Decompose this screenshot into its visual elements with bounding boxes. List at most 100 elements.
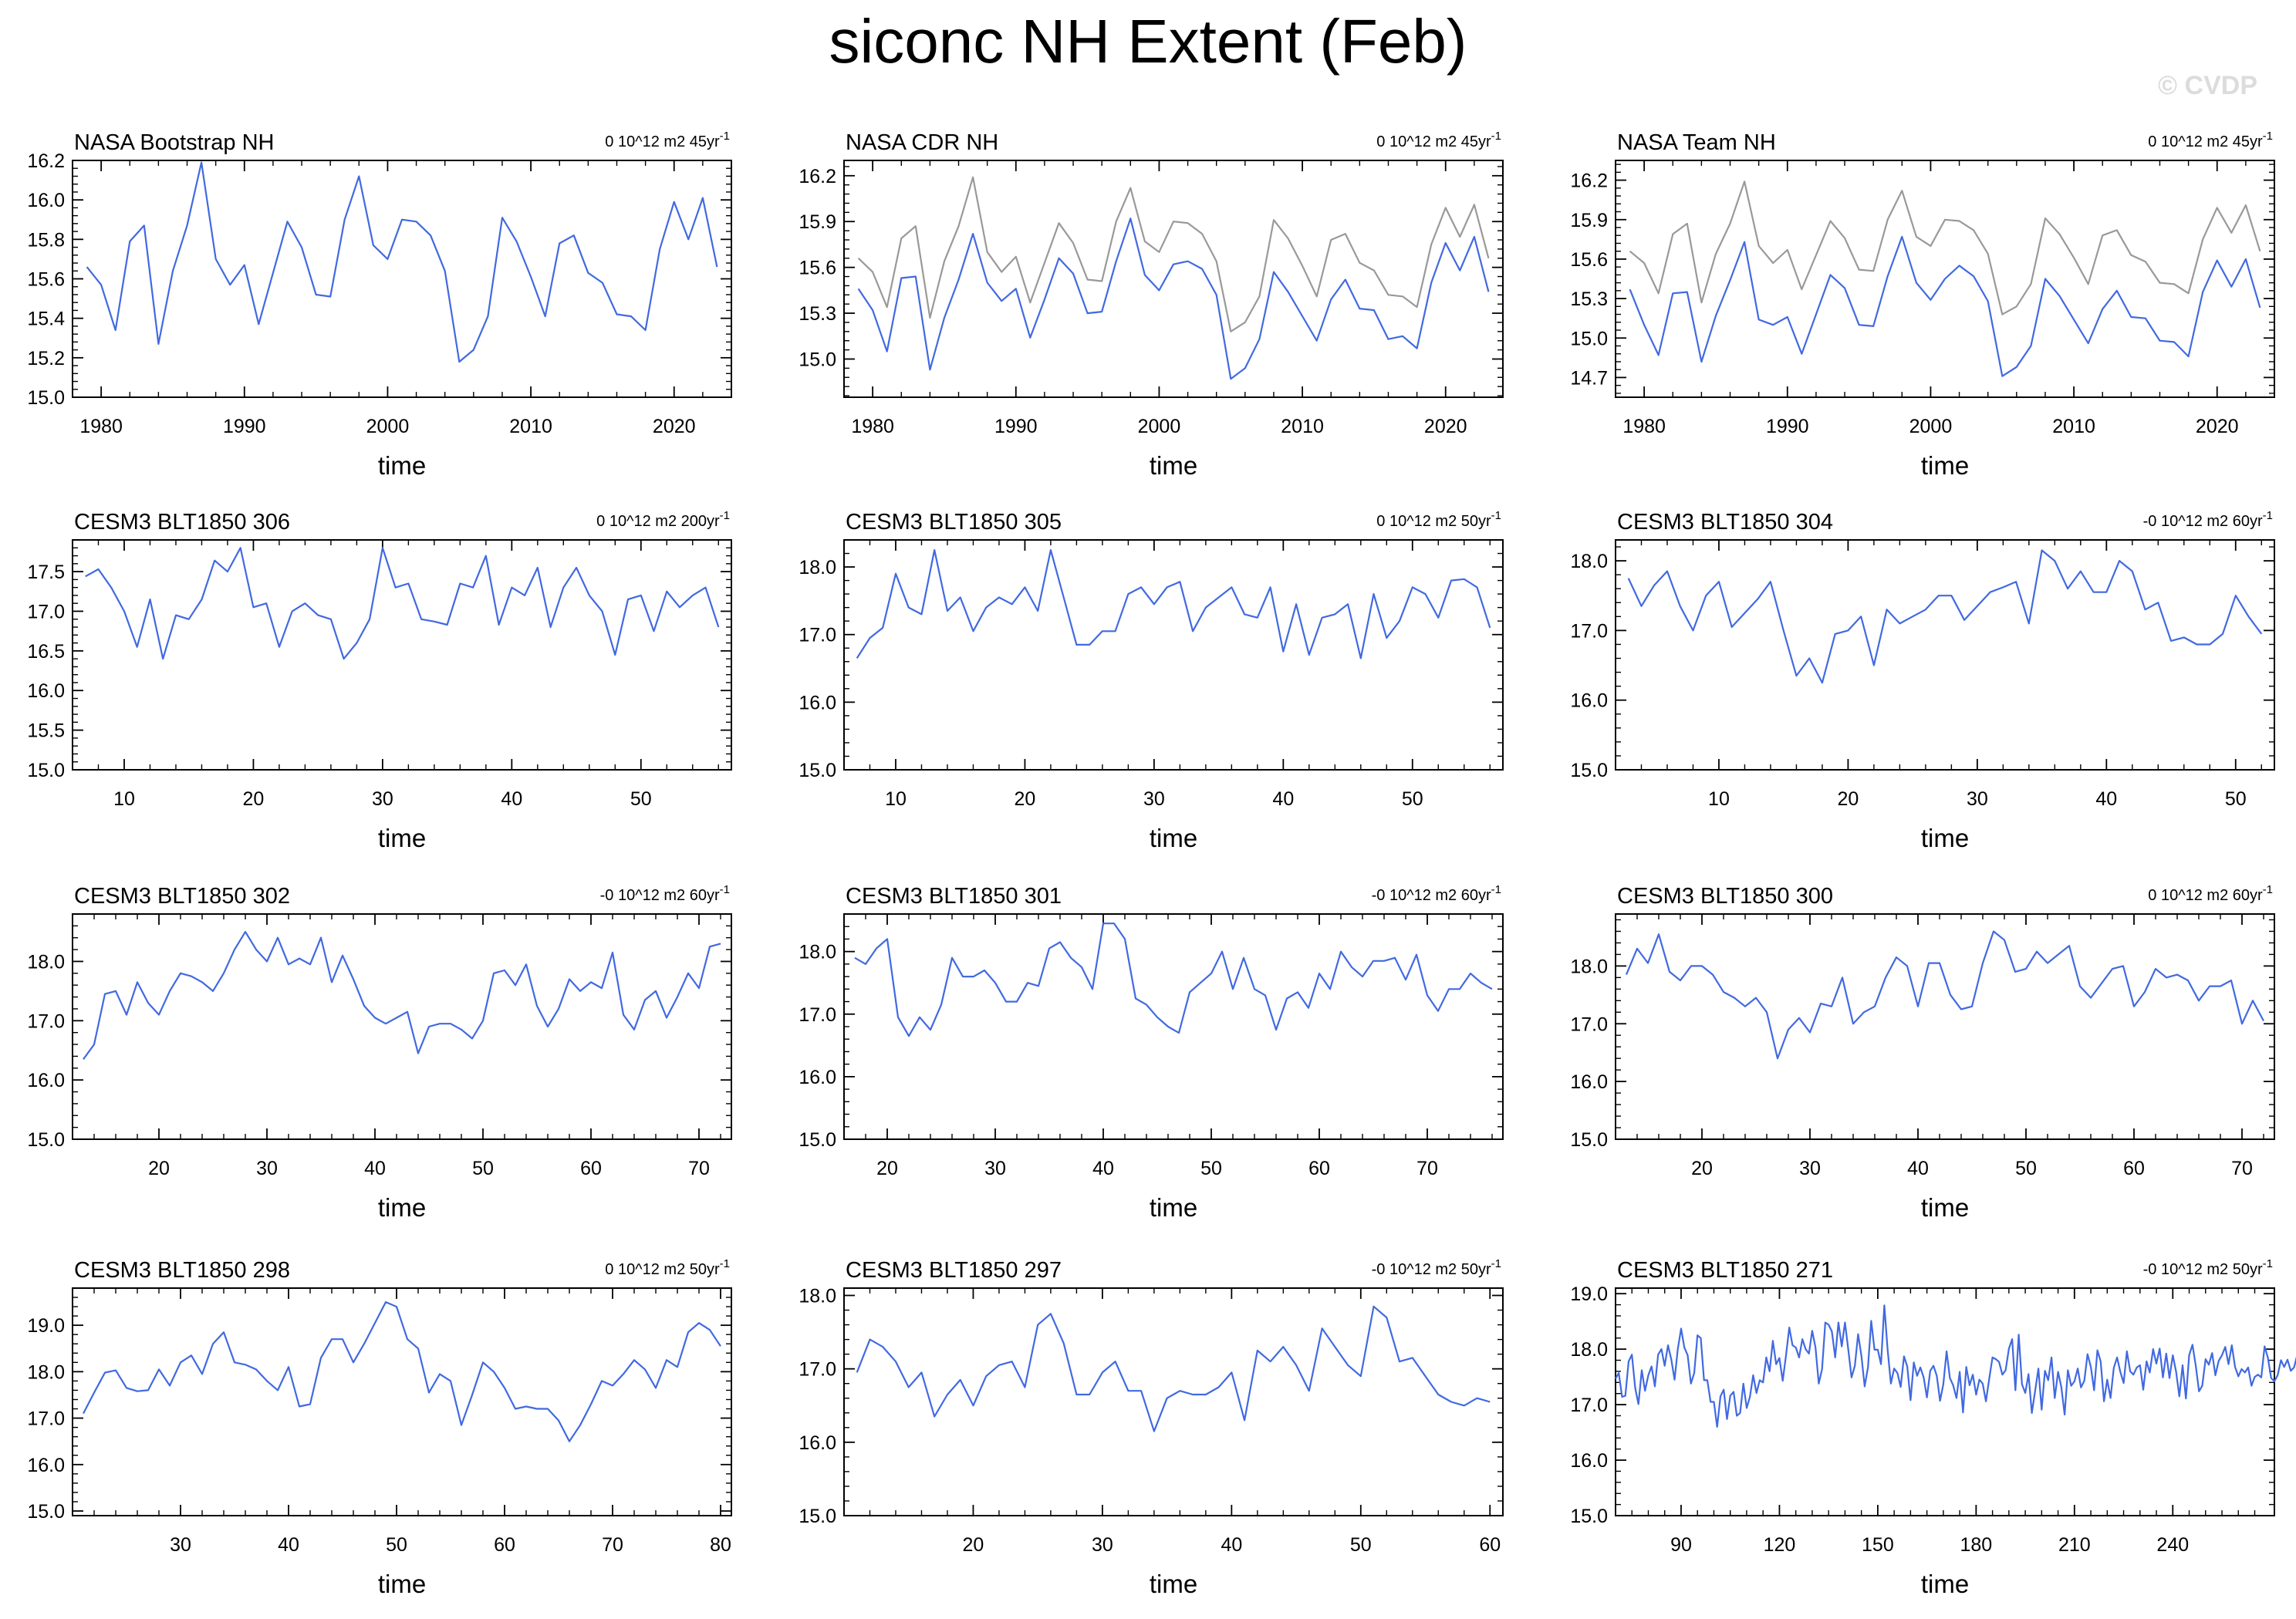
panel-5-trend-label: 0 10^12 m2 50yr-1: [1376, 509, 1501, 530]
panel-1-y-tick-label: 15.4: [27, 309, 65, 330]
panel-3-trend-superscript: -1: [2263, 130, 2273, 143]
panel-5-y-tick-label: 15.0: [799, 760, 836, 781]
panel-11-y-tick-label: 15.0: [799, 1506, 836, 1527]
panel-6-y-tick-label: 18.0: [1570, 551, 1608, 572]
panel-2-x-axis-label: time: [1150, 451, 1197, 480]
panel-5-y-tick-label: 18.0: [799, 557, 836, 578]
panel-1-trend-text: 0 10^12 m2 45yr: [605, 133, 720, 150]
panel-11-primary-series-line: [856, 1305, 1491, 1432]
panel-11-x-tick-label: 20: [963, 1534, 984, 1556]
panel-8-trend-label: -0 10^12 m2 60yr-1: [1372, 883, 1501, 904]
panel-2-y-tick-label: 15.9: [799, 211, 836, 233]
panel-4-x-tick-label: 20: [243, 788, 265, 810]
panel-2-y-tick-label: 15.0: [799, 349, 836, 370]
panel-3-reference-series-line: [1629, 180, 2261, 315]
panel-8-x-tick-label: 40: [1092, 1158, 1114, 1179]
panel-12-x-tick-label: 120: [1764, 1534, 1796, 1556]
panel-3-x-tick-label: 2000: [1909, 416, 1953, 437]
panel-3-x-tick-label: 2020: [2196, 416, 2239, 437]
panel-11-x-tick-label: 50: [1350, 1534, 1372, 1556]
panel-11-x-axis-label: time: [1150, 1570, 1197, 1598]
panel-1-x-tick-label: 1990: [223, 416, 266, 437]
panel-3-y-tick-label: 14.7: [1570, 367, 1608, 389]
panel-5-trend-superscript: -1: [1491, 509, 1501, 522]
panel-9-trend-text: 0 10^12 m2 60yr: [2148, 887, 2263, 904]
panel-1-y-tick-label: 15.2: [27, 348, 65, 369]
panel-4-y-tick-label: 17.0: [27, 601, 65, 622]
cvdp-watermark: © CVDP: [2158, 71, 2257, 100]
panel-10-x-tick-label: 70: [602, 1534, 623, 1556]
panel-10-y-tick-label: 19.0: [27, 1315, 65, 1337]
panel-8-title: CESM3 BLT1850 301: [846, 884, 1062, 909]
panel-3-y-tick-label: 15.3: [1570, 288, 1608, 310]
panel-7-x-tick-label: 30: [256, 1158, 278, 1179]
panel-3-trend-label: 0 10^12 m2 45yr-1: [2148, 130, 2273, 150]
panel-12-trend-text: -0 10^12 m2 50yr: [2143, 1261, 2263, 1278]
panel-2-x-tick-label: 1990: [994, 416, 1038, 437]
panel-9-y-tick-label: 17.0: [1570, 1014, 1608, 1035]
panel-2-y-tick-label: 16.2: [799, 166, 836, 187]
panel-10-trend-superscript: -1: [720, 1257, 730, 1270]
panel-5-primary-series-line: [856, 548, 1491, 659]
panel-12-x-tick-label: 180: [1960, 1534, 1993, 1556]
panel-11-title: CESM3 BLT1850 297: [846, 1258, 1062, 1283]
panel-4-x-tick-label: 40: [501, 788, 522, 810]
panel-4-x-axis-label: time: [378, 824, 426, 852]
panel-7-frame: [72, 913, 732, 1140]
panel-5-x-tick-label: 20: [1015, 788, 1036, 810]
panel-6-frame: [1615, 539, 2275, 771]
panel-3-y-tick-label: 16.2: [1570, 170, 1608, 192]
panel-1-x-tick-label: 2010: [509, 416, 552, 437]
panel-9-x-tick-label: 20: [1691, 1158, 1713, 1179]
panel-7-x-tick-label: 70: [688, 1158, 710, 1179]
panel-9-y-tick-label: 18.0: [1570, 956, 1608, 977]
panel-4-y-tick-label: 15.0: [27, 760, 65, 781]
panel-6-trend-superscript: -1: [2263, 509, 2273, 522]
panel-10-y-tick-label: 18.0: [27, 1361, 65, 1383]
panel-1-primary-series-line: [86, 161, 718, 363]
page-title: siconc NH Extent (Feb): [829, 7, 1467, 76]
panel-2-title: NASA CDR NH: [846, 130, 998, 155]
panel-7-x-tick-label: 40: [364, 1158, 386, 1179]
panel-4-primary-series-line: [85, 547, 720, 660]
panel-2-x-tick-label: 2020: [1424, 416, 1467, 437]
panel-11-y-tick-label: 16.0: [799, 1432, 836, 1454]
panel-8-trend-text: -0 10^12 m2 60yr: [1372, 887, 1491, 904]
panel-5-y-tick-label: 16.0: [799, 692, 836, 713]
panel-3-title: NASA Team NH: [1617, 130, 1776, 155]
panel-3-primary-series-line: [1629, 235, 2261, 377]
panel-3-frame: [1615, 160, 2275, 398]
panel-8-primary-series-line: [854, 922, 1493, 1037]
panel-3-y-tick-label: 15.0: [1570, 328, 1608, 349]
panel-6-primary-series-line: [1627, 549, 2263, 684]
panel-1-x-tick-label: 1980: [79, 416, 123, 437]
panel-11-x-tick-label: 40: [1221, 1534, 1242, 1556]
panel-9-trend-superscript: -1: [2263, 883, 2273, 896]
panel-8-trend-superscript: -1: [1491, 883, 1501, 896]
panel-10-x-tick-label: 80: [710, 1534, 731, 1556]
panel-1-y-tick-label: 15.0: [27, 387, 65, 409]
panel-7-y-tick-label: 18.0: [27, 951, 65, 973]
panel-6-x-axis-label: time: [1921, 824, 1969, 852]
panel-2-y-tick-label: 15.3: [799, 303, 836, 325]
panel-1-trend-superscript: -1: [720, 130, 730, 143]
panel-5-trend-text: 0 10^12 m2 50yr: [1376, 513, 1491, 530]
panel-3-x-tick-label: 1990: [1766, 416, 1809, 437]
panel-6-trend-label: -0 10^12 m2 60yr-1: [2143, 509, 2273, 530]
panel-8-x-tick-label: 20: [876, 1158, 898, 1179]
panel-7-trend-superscript: -1: [720, 883, 730, 896]
panel-11-trend-superscript: -1: [1491, 1257, 1501, 1270]
panel-10-x-tick-label: 60: [494, 1534, 515, 1556]
panel-10-trend-label: 0 10^12 m2 50yr-1: [605, 1257, 730, 1278]
panel-2-trend-label: 0 10^12 m2 45yr-1: [1376, 130, 1501, 150]
panel-7-x-tick-label: 60: [580, 1158, 602, 1179]
panel-10-y-tick-label: 15.0: [27, 1501, 65, 1523]
panel-4-trend-text: 0 10^12 m2 200yr: [596, 513, 720, 530]
panel-4-title: CESM3 BLT1850 306: [74, 510, 290, 535]
panel-4-y-tick-label: 16.0: [27, 680, 65, 702]
panel-2-primary-series-line: [857, 218, 1490, 380]
panel-11-trend-label: -0 10^12 m2 50yr-1: [1372, 1257, 1501, 1278]
panel-8-y-tick-label: 18.0: [799, 942, 836, 963]
panel-1-y-tick-label: 15.6: [27, 269, 65, 291]
panel-8-frame: [843, 913, 1504, 1140]
